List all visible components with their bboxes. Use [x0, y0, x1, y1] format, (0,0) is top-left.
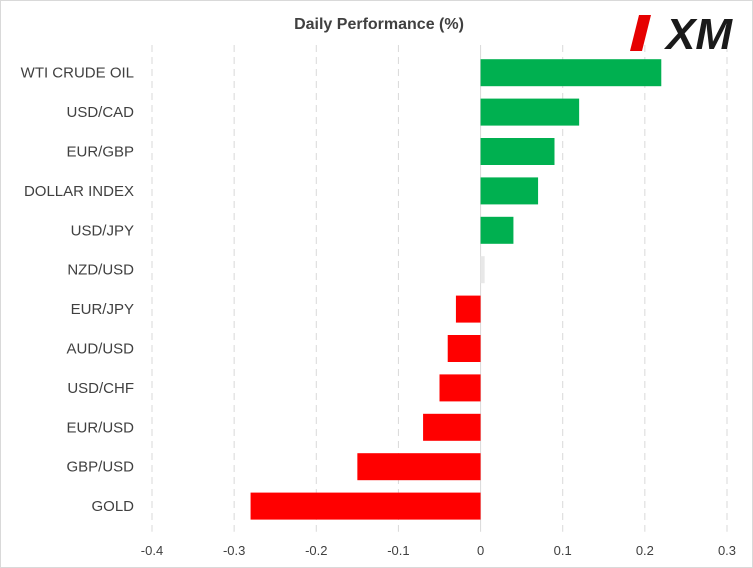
category-labels: WTI CRUDE OIL USD/CAD EUR/GBP DOLLAR INDEX U… [21, 65, 135, 515]
x-tick-label: 0.1 [554, 543, 572, 558]
bar-dollar-index [480, 177, 539, 205]
category-label: WTI CRUDE OIL [21, 65, 134, 82]
bar-eur-usd [423, 413, 481, 441]
bar-usd-cad [480, 98, 580, 126]
category-label: GBP/USD [66, 459, 134, 476]
x-tick-label: -0.2 [305, 543, 327, 558]
category-label: NZD/USD [67, 262, 134, 279]
category-label: EUR/GBP [66, 144, 134, 161]
bars [250, 59, 662, 520]
x-tick-labels: -0.4 -0.3 -0.2 -0.1 0 0.1 0.2 0.3 [141, 543, 736, 558]
bar-eur-gbp [480, 138, 555, 165]
x-tick-label: 0.2 [636, 543, 654, 558]
bar-gold [250, 492, 481, 520]
category-label: DOLLAR INDEX [24, 183, 134, 200]
category-label: EUR/JPY [71, 301, 134, 318]
bar-eur-jpy [455, 295, 481, 323]
bar-nzd-usd [480, 256, 485, 284]
category-label: USD/CHF [67, 380, 134, 397]
category-label: USD/CAD [66, 104, 134, 121]
x-tick-label: 0 [477, 543, 484, 558]
bar-gbp-usd [357, 453, 481, 481]
category-label: AUD/USD [66, 341, 134, 358]
xm-logo: XM [630, 10, 733, 59]
category-label: GOLD [91, 498, 134, 515]
bar-usd-chf [439, 374, 481, 402]
bar-wti-crude-oil [480, 59, 662, 87]
bar-usd-jpy [480, 216, 514, 244]
x-tick-label: 0.3 [718, 543, 736, 558]
x-tick-label: -0.4 [141, 543, 163, 558]
category-label: USD/JPY [71, 222, 134, 239]
bar-aud-usd [447, 335, 481, 362]
category-label: EUR/USD [66, 419, 134, 436]
x-tick-label: -0.3 [223, 543, 245, 558]
xm-logo-text: XM [663, 10, 733, 59]
x-tick-label: -0.1 [387, 543, 409, 558]
xm-logo-red-slash [630, 15, 651, 51]
chart-title: Daily Performance (%) [294, 16, 464, 33]
gridlines [151, 45, 728, 532]
